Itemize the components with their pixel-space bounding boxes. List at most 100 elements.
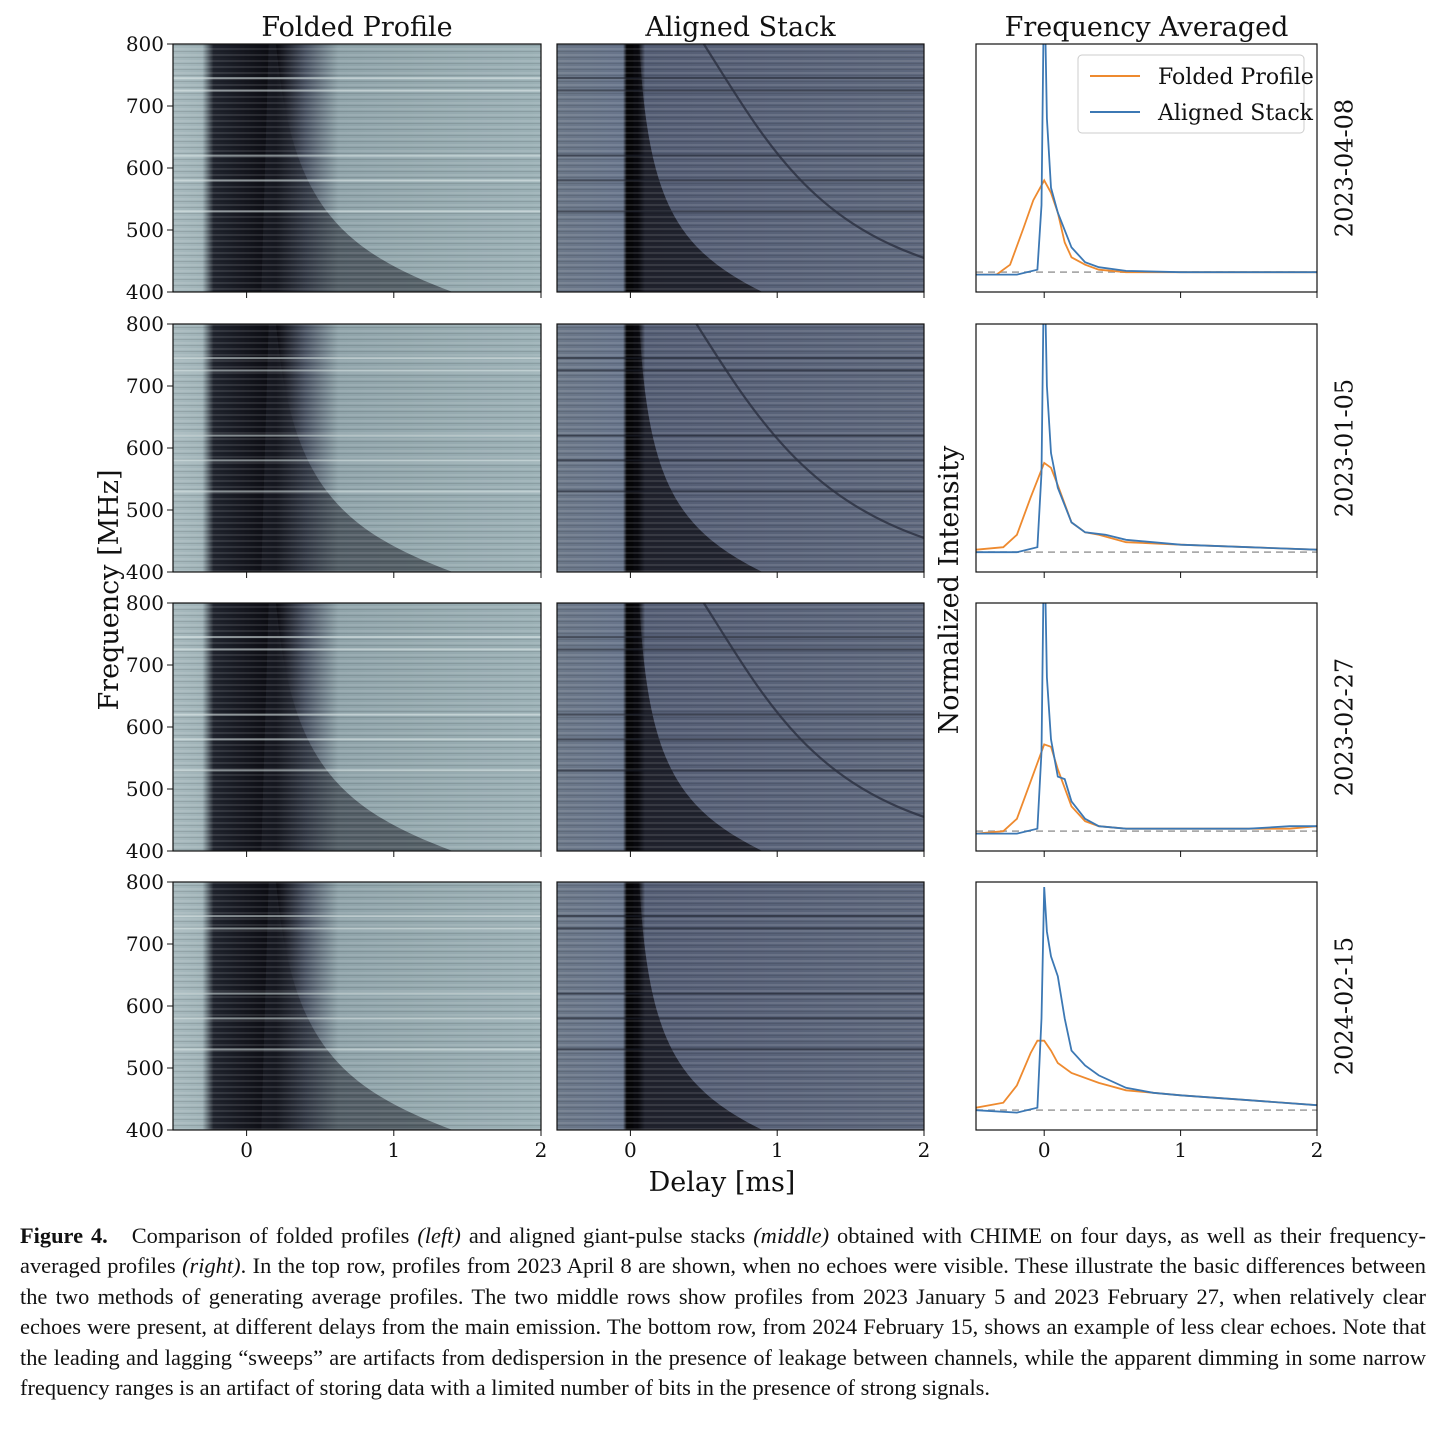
caption-label: Figure 4. — [20, 1223, 108, 1248]
rfi-channel-line — [557, 713, 924, 716]
legend: Folded Profile Aligned Stack — [1077, 54, 1314, 134]
rfi-channel-line — [173, 713, 541, 716]
rfi-channel-line — [173, 636, 541, 639]
sweep-artifact — [702, 602, 925, 818]
rfi-channel-line — [557, 636, 924, 639]
rfi-channel-line — [173, 357, 541, 360]
rfi-channel-line — [557, 648, 924, 651]
x-tick-label: 2 — [535, 1138, 548, 1162]
row-date-label: 2024-02-15 — [1331, 937, 1359, 1075]
panel-frame — [556, 323, 925, 573]
rfi-channel-line — [557, 927, 924, 930]
caption-seg: . In the top row, profiles from 2023 Apr… — [20, 1253, 1426, 1401]
y-tick-label: 400 — [126, 839, 164, 863]
y-tick-label: 700 — [126, 94, 164, 118]
rfi-channel-line — [173, 1017, 541, 1020]
x-axis-label: Delay [ms] — [649, 1167, 796, 1198]
y-tick-label: 700 — [126, 653, 164, 677]
y-tick-label: 800 — [126, 312, 164, 336]
y-tick-label: 700 — [126, 374, 164, 398]
rfi-channel-line — [557, 490, 924, 493]
caption-seg: (middle) — [753, 1223, 830, 1248]
rfi-channel-line — [557, 915, 924, 918]
line-panel-bg — [976, 324, 1317, 572]
aligned-stack-line — [976, 324, 1317, 554]
panel-frame — [975, 602, 1318, 852]
row-date-label: 2023-02-27 — [1331, 658, 1359, 796]
column-title: Folded Profile — [261, 12, 452, 43]
rfi-striping — [173, 324, 541, 572]
y-tick-label: 800 — [126, 591, 164, 615]
rfi-channel-line — [557, 434, 924, 437]
y-axis-label-right: Normalized Intensity — [934, 445, 965, 734]
rfi-striping — [557, 324, 924, 572]
rfi-channel-line — [557, 89, 924, 92]
rfi-channel-line — [173, 434, 541, 437]
x-tick-label: 1 — [771, 1138, 784, 1162]
rfi-striping — [173, 44, 541, 292]
legend-box — [1077, 54, 1305, 134]
caption-text: Comparison of folded profiles (left) and… — [20, 1223, 1426, 1400]
rfi-channel-line — [173, 179, 541, 182]
sweep-artifact — [702, 43, 925, 259]
x-tick-label: 2 — [918, 1138, 931, 1162]
x-tick-label: 2 — [1311, 1138, 1324, 1162]
y-tick-label: 500 — [126, 218, 164, 242]
y-tick-label: 600 — [126, 436, 164, 460]
rfi-channel-line — [173, 490, 541, 493]
rfi-channel-line — [557, 357, 924, 360]
legend-label: Aligned Stack — [1157, 101, 1314, 126]
rfi-channel-line — [557, 369, 924, 372]
x-tick-label: 1 — [387, 1138, 400, 1162]
rfi-channel-line — [173, 992, 541, 995]
rfi-channel-line — [557, 992, 924, 995]
y-tick-label: 500 — [126, 498, 164, 522]
row-date-label: 2023-01-05 — [1331, 379, 1359, 517]
y-tick-label: 800 — [126, 870, 164, 894]
caption-seg: Comparison of folded profiles — [131, 1223, 418, 1248]
rfi-channel-line — [173, 927, 541, 930]
rfi-channel-line — [173, 648, 541, 651]
y-tick-label: 400 — [126, 1118, 164, 1142]
line-panel-bg — [976, 603, 1317, 851]
y-tick-label: 700 — [126, 932, 164, 956]
rfi-striping — [173, 603, 541, 851]
rfi-channel-line — [173, 459, 541, 462]
column-title: Frequency Averaged — [1005, 12, 1289, 43]
panel-frame — [975, 323, 1318, 573]
sweep-artifact — [695, 323, 925, 539]
rfi-channel-line — [557, 210, 924, 213]
panel-frame — [556, 602, 925, 852]
rfi-striping — [557, 603, 924, 851]
rfi-channel-line — [557, 1048, 924, 1051]
rfi-striping — [557, 44, 924, 292]
x-tick-label: 0 — [624, 1138, 637, 1162]
y-tick-label: 500 — [126, 777, 164, 801]
rfi-striping — [557, 882, 924, 1130]
rfi-channel-line — [557, 154, 924, 157]
y-tick-label: 400 — [126, 280, 164, 304]
caption-seg: and aligned giant-pulse stacks — [460, 1223, 754, 1248]
rfi-channel-line — [173, 77, 541, 80]
x-tick-label: 0 — [240, 1138, 253, 1162]
rfi-striping — [173, 882, 541, 1130]
rfi-channel-line — [173, 738, 541, 741]
rfi-channel-line — [557, 179, 924, 182]
caption-seg: (right) — [182, 1253, 241, 1279]
y-axis-label: Frequency [MHz] — [94, 469, 125, 710]
rfi-channel-line — [173, 369, 541, 372]
rfi-channel-line — [557, 769, 924, 772]
aligned-stack-line — [976, 44, 1317, 276]
panel-frame — [556, 43, 925, 293]
legend-label: Folded Profile — [1158, 65, 1314, 90]
rfi-channel-line — [173, 915, 541, 918]
x-tick-label: 0 — [1038, 1138, 1051, 1162]
column-title: Aligned Stack — [644, 12, 836, 43]
panel-frame — [556, 881, 925, 1131]
y-tick-label: 600 — [126, 715, 164, 739]
y-tick-label: 800 — [126, 32, 164, 56]
rfi-channel-line — [173, 1048, 541, 1051]
rfi-channel-line — [557, 1017, 924, 1020]
aligned-stack-line — [976, 603, 1317, 835]
y-tick-label: 600 — [126, 156, 164, 180]
